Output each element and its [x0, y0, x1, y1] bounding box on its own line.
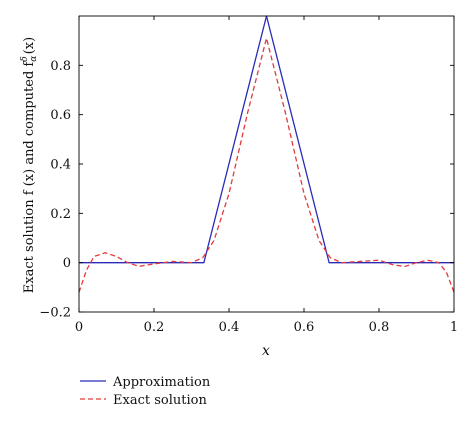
- x-axis-label: x: [262, 343, 270, 359]
- y-tick-label: −0.2: [39, 306, 71, 321]
- y-axis-label: Exact solution f (x) and computed fαδ (x): [20, 37, 39, 293]
- legend-label-exact-solution: Exact solution: [113, 393, 207, 408]
- x-tick-label: 0.6: [294, 320, 315, 335]
- series-line-approximation: [79, 15, 454, 264]
- y-tick-label: 0.6: [50, 108, 71, 123]
- y-axis-label-sup: δ: [20, 56, 30, 61]
- x-tick-label: 0.8: [369, 320, 390, 335]
- y-axis-label-end: (x): [22, 37, 37, 54]
- x-tick-label: 0.2: [144, 320, 165, 335]
- legend-label-approximation: Approximation: [112, 375, 211, 390]
- legend: Approximation Exact solution: [80, 375, 211, 408]
- plot-area: [78, 15, 455, 293]
- y-axis-label-sub: α: [29, 56, 39, 62]
- x-tick-label: 0.4: [219, 320, 240, 335]
- y-tick-label: 0.8: [50, 59, 71, 74]
- y-tick-label: 0: [63, 256, 71, 271]
- x-tick-label: 1: [450, 320, 458, 335]
- plot-frame: [78, 15, 455, 313]
- series-line-exact-solution: [78, 37, 455, 293]
- x-tick-label: 0: [75, 320, 83, 335]
- y-tick-label: 0.4: [50, 158, 71, 173]
- y-tick-label: 0.2: [50, 207, 71, 222]
- axes: 0 0.2 0.4 0.6 0.8 1 −0.2 0 0.2 0.4 0.6 0.8: [39, 15, 458, 335]
- y-axis-label-main: Exact solution f (x) and computed f: [22, 61, 37, 294]
